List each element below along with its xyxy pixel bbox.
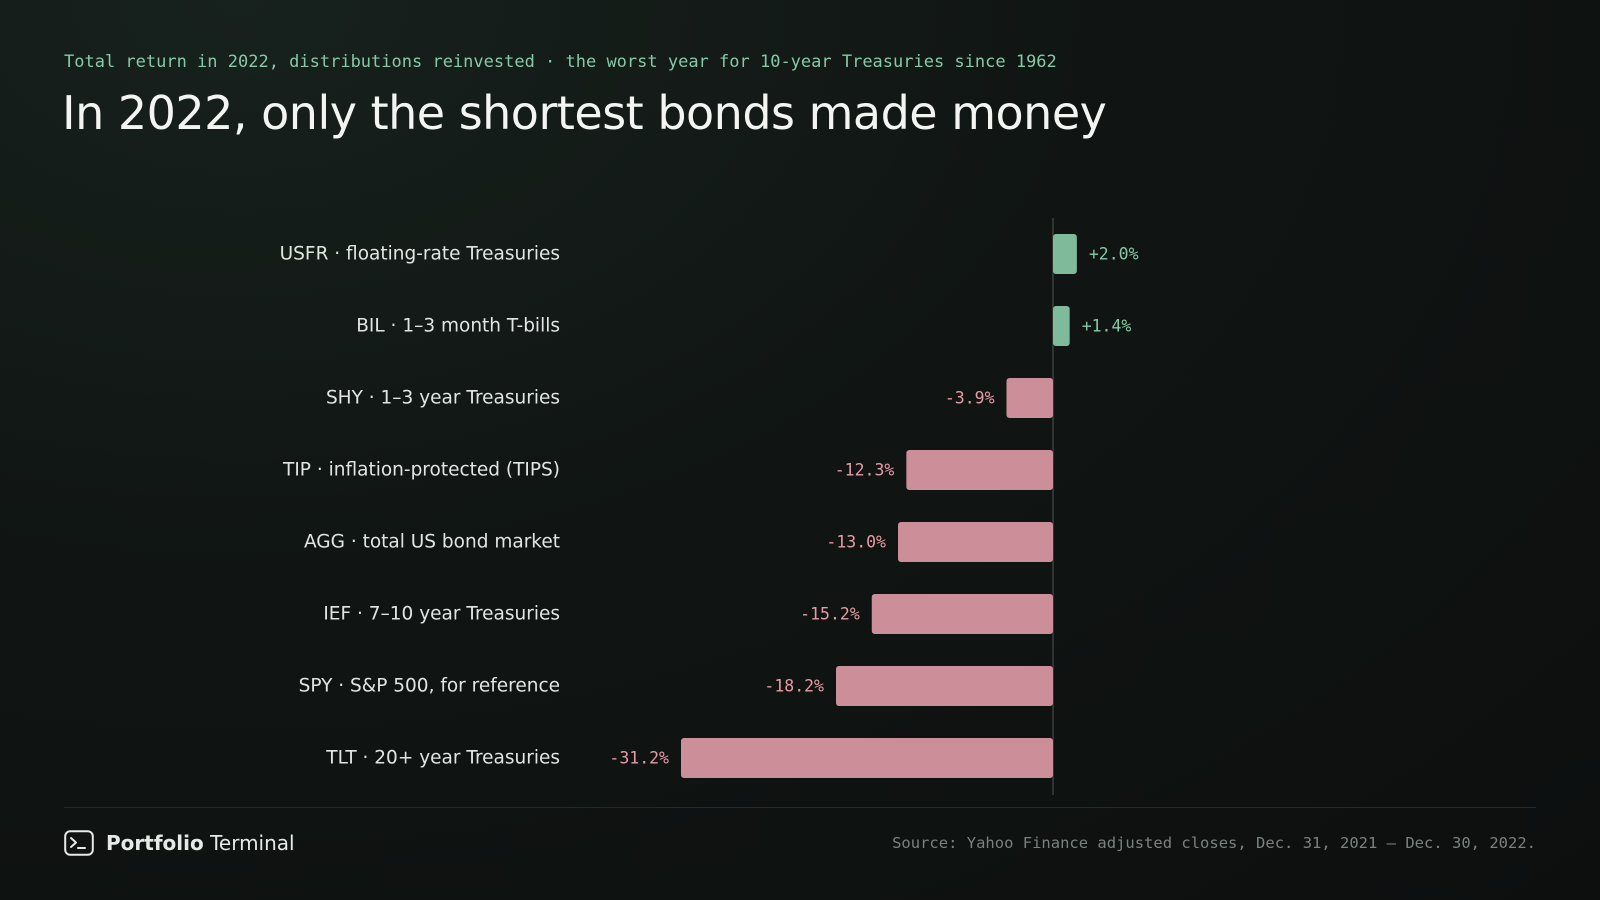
brand-name-bold: Portfolio bbox=[106, 831, 204, 855]
bar-ief bbox=[871, 594, 1053, 634]
value-label-ief: -15.2% bbox=[800, 605, 860, 624]
category-label-ief: IEF · 7–10 year Treasuries bbox=[323, 604, 560, 625]
chart-subtitle: Total return in 2022, distributions rein… bbox=[64, 52, 1057, 72]
category-label-tlt: TLT · 20+ year Treasuries bbox=[325, 748, 560, 769]
category-label-usfr: USFR · floating-rate Treasuries bbox=[280, 244, 560, 265]
category-label-tip: TIP · inflation-protected (TIPS) bbox=[282, 460, 560, 481]
bar-usfr bbox=[1053, 234, 1077, 274]
category-label-spy: SPY · S&P 500, for reference bbox=[299, 676, 560, 697]
bar-agg bbox=[898, 522, 1053, 562]
bar-spy bbox=[836, 666, 1053, 706]
brand-name-rest: Terminal bbox=[210, 831, 295, 855]
brand-logo: Portfolio Terminal bbox=[64, 828, 295, 858]
chart-title: In 2022, only the shortest bonds made mo… bbox=[62, 86, 1107, 140]
source-note: Source: Yahoo Finance adjusted closes, D… bbox=[892, 834, 1536, 852]
bar-chart: USFR · floating-rate Treasuries +2.0% BIL … bbox=[280, 218, 1139, 795]
value-label-shy: -3.9% bbox=[945, 389, 995, 408]
bar-bil bbox=[1053, 306, 1070, 346]
value-label-usfr: +2.0% bbox=[1089, 245, 1139, 264]
category-label-bil: BIL · 1–3 month T-bills bbox=[356, 316, 560, 337]
bar-tlt bbox=[681, 738, 1053, 778]
value-label-agg: -13.0% bbox=[826, 533, 886, 552]
bar-shy bbox=[1006, 378, 1053, 418]
footer-divider bbox=[64, 807, 1536, 808]
bar-tip bbox=[906, 450, 1053, 490]
category-label-agg: AGG · total US bond market bbox=[304, 532, 560, 553]
value-label-tlt: -31.2% bbox=[609, 749, 669, 768]
value-label-spy: -18.2% bbox=[764, 677, 824, 696]
value-label-bil: +1.4% bbox=[1082, 317, 1132, 336]
value-label-tip: -12.3% bbox=[835, 461, 895, 480]
category-label-shy: SHY · 1–3 year Treasuries bbox=[326, 388, 560, 409]
terminal-icon bbox=[64, 830, 94, 856]
